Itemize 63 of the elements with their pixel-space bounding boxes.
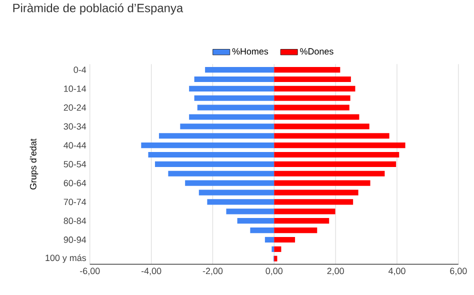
y-tick-label: 80-84 <box>64 218 86 224</box>
bar <box>274 227 318 233</box>
bar <box>274 133 390 139</box>
y-tick-label: 50-54 <box>64 160 86 168</box>
bar <box>168 170 274 176</box>
bar <box>272 246 274 252</box>
x-tick-label: -4,00 <box>141 268 162 276</box>
x-tick-label: 2,00 <box>327 268 344 276</box>
bar <box>274 256 278 262</box>
y-tick-label: 20-24 <box>64 104 86 111</box>
bar <box>185 180 274 186</box>
bar <box>207 199 274 205</box>
bar <box>274 95 350 101</box>
bar <box>264 236 274 242</box>
bar <box>226 208 274 214</box>
bar <box>274 124 370 130</box>
bar <box>148 152 274 158</box>
x-tick-label: -2,00 <box>202 268 223 276</box>
bar <box>274 170 385 176</box>
bar <box>198 190 274 196</box>
chart-title: Piràmide de població d’Espanya <box>13 3 184 15</box>
bar <box>189 86 274 92</box>
y-tick-label: 100 y más <box>46 254 86 263</box>
y-tick-label: 60-64 <box>64 180 86 186</box>
bar <box>274 218 330 224</box>
bar <box>274 142 406 148</box>
bar <box>274 104 350 110</box>
bar <box>194 95 274 101</box>
bar <box>274 114 360 120</box>
legend-label: %Homes <box>232 48 268 54</box>
bar <box>194 76 274 82</box>
bar <box>274 86 356 92</box>
bar <box>274 76 351 82</box>
y-tick-label: 10-14 <box>64 85 86 92</box>
bar <box>141 142 274 148</box>
bar <box>205 66 274 73</box>
bar <box>274 66 340 73</box>
bar <box>237 218 274 224</box>
bar <box>274 161 396 167</box>
bar <box>158 133 274 139</box>
bar <box>197 104 274 110</box>
bar <box>250 227 274 233</box>
y-tick-label: 90-94 <box>64 236 86 243</box>
bar <box>274 236 296 242</box>
bar <box>274 190 358 196</box>
bar <box>274 152 400 158</box>
x-tick-label: -6,00 <box>80 268 100 276</box>
x-tick-label: 0,00 <box>266 268 283 276</box>
y-tick-label: 40-44 <box>64 142 86 148</box>
x-tick-label: 4,00 <box>388 268 406 276</box>
bar <box>274 180 370 186</box>
bar <box>180 124 274 130</box>
x-tick-label: 6,00 <box>450 268 467 276</box>
y-axis-title: Grups d’edat <box>30 138 38 190</box>
y-tick-label: 0-4 <box>74 66 86 73</box>
legend-label: %Dones <box>300 48 334 54</box>
bar <box>154 161 274 167</box>
bar <box>189 114 274 120</box>
bar <box>274 246 282 252</box>
y-tick-label: 70-74 <box>64 198 86 206</box>
bar <box>274 199 354 205</box>
bar <box>274 208 336 214</box>
y-tick-label: 30-34 <box>64 123 86 130</box>
